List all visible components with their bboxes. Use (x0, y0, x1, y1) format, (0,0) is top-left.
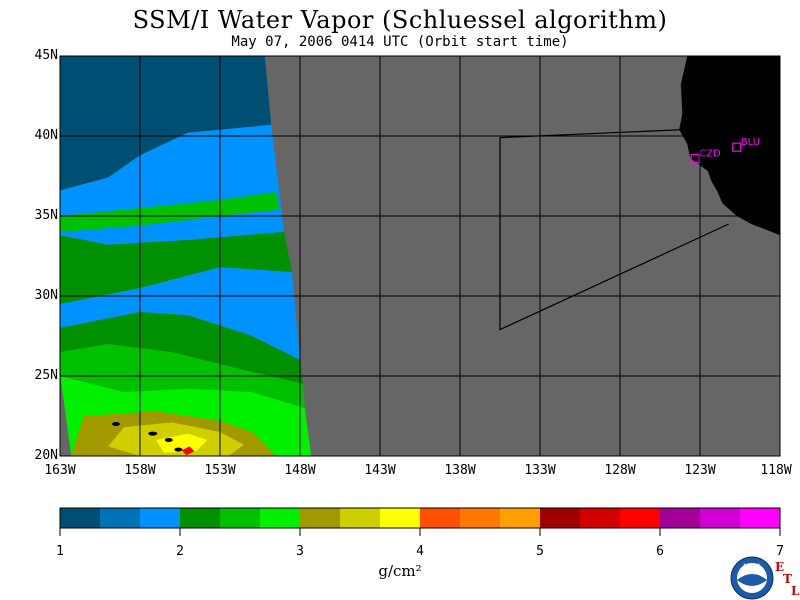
colorbar-swatch (380, 508, 421, 528)
etl-letter-l: L (791, 584, 800, 598)
noaa-logo: NOAA (730, 556, 774, 600)
island-landmass (174, 447, 183, 452)
colorbar-tick-label: 2 (176, 544, 184, 559)
island-landmass (164, 438, 173, 442)
colorbar-swatch (460, 508, 501, 528)
colorbar-swatch (220, 508, 261, 528)
longitude-label: 128W (604, 463, 636, 478)
station-label-blu: BLU (741, 137, 760, 148)
colorbar-swatch (620, 508, 661, 528)
etl-letter-e: E (775, 560, 785, 574)
colorbar-swatch (180, 508, 221, 528)
longitude-label: 148W (284, 463, 316, 478)
station-marker-czd (690, 153, 700, 163)
longitude-label: 153W (204, 463, 236, 478)
colorbar-swatch (260, 508, 301, 528)
colorbar-tick-label: 3 (296, 544, 304, 559)
latitude-label: 35N (34, 208, 58, 223)
station-marker-blu (732, 142, 742, 152)
colorbar-tick-label: 1 (56, 544, 64, 559)
water-vapor-band (60, 56, 272, 191)
latitude-label: 40N (34, 128, 58, 143)
colorbar-swatch (340, 508, 381, 528)
colorbar-swatch (700, 508, 741, 528)
colorbar-swatch (500, 508, 541, 528)
island-landmass (112, 422, 120, 426)
colorbar-unit: g/cm² (378, 562, 422, 580)
latitude-label: 20N (34, 448, 58, 463)
map-frame (59, 55, 781, 457)
water-vapor-band (60, 312, 304, 384)
water-vapor-band (60, 232, 292, 304)
longitude-label: 163W (44, 463, 76, 478)
longitude-label: 123W (684, 463, 716, 478)
colorbar-tick-label: 4 (416, 544, 424, 559)
north-america-landmass (679, 56, 780, 236)
colorbar-swatch (140, 508, 181, 528)
colorbar-tick-label: 6 (656, 544, 664, 559)
colorbar-tick-label: 7 (776, 544, 784, 559)
colorbar-swatch (420, 508, 461, 528)
no-data-wedge (60, 372, 72, 456)
longitude-label: 133W (524, 463, 556, 478)
map-title: SSM/I Water Vapor (Schluessel algorithm) (132, 6, 668, 34)
longitude-label: 158W (124, 463, 156, 478)
station-label-czd: CZD (699, 148, 721, 159)
latitude-label: 30N (34, 288, 58, 303)
water-vapor-band (181, 446, 195, 456)
box-outline-side (499, 137, 730, 331)
latitude-label: 45N (34, 48, 58, 63)
colorbar-swatch (580, 508, 621, 528)
colorbar-swatch (60, 508, 101, 528)
colorbar-swatch (100, 508, 141, 528)
colorbar-swatch (300, 508, 341, 528)
etl-letter-t: T (783, 572, 792, 586)
colorbar-tick-label: 5 (536, 544, 544, 559)
latitude-label: 25N (34, 368, 58, 383)
colorbar-swatch (660, 508, 701, 528)
island-landmass (148, 431, 158, 436)
water-vapor-band (60, 267, 300, 360)
longitude-label: 143W (364, 463, 396, 478)
colorbar-swatch (540, 508, 581, 528)
noaa-logo-text: NOAA (743, 563, 761, 570)
colorbar-swatch (740, 508, 781, 528)
water-vapor-band (60, 192, 280, 232)
longitude-label: 118W (760, 463, 792, 478)
map-subtitle: May 07, 2006 0414 UTC (Orbit start time) (231, 34, 569, 50)
longitude-label: 138W (444, 463, 476, 478)
